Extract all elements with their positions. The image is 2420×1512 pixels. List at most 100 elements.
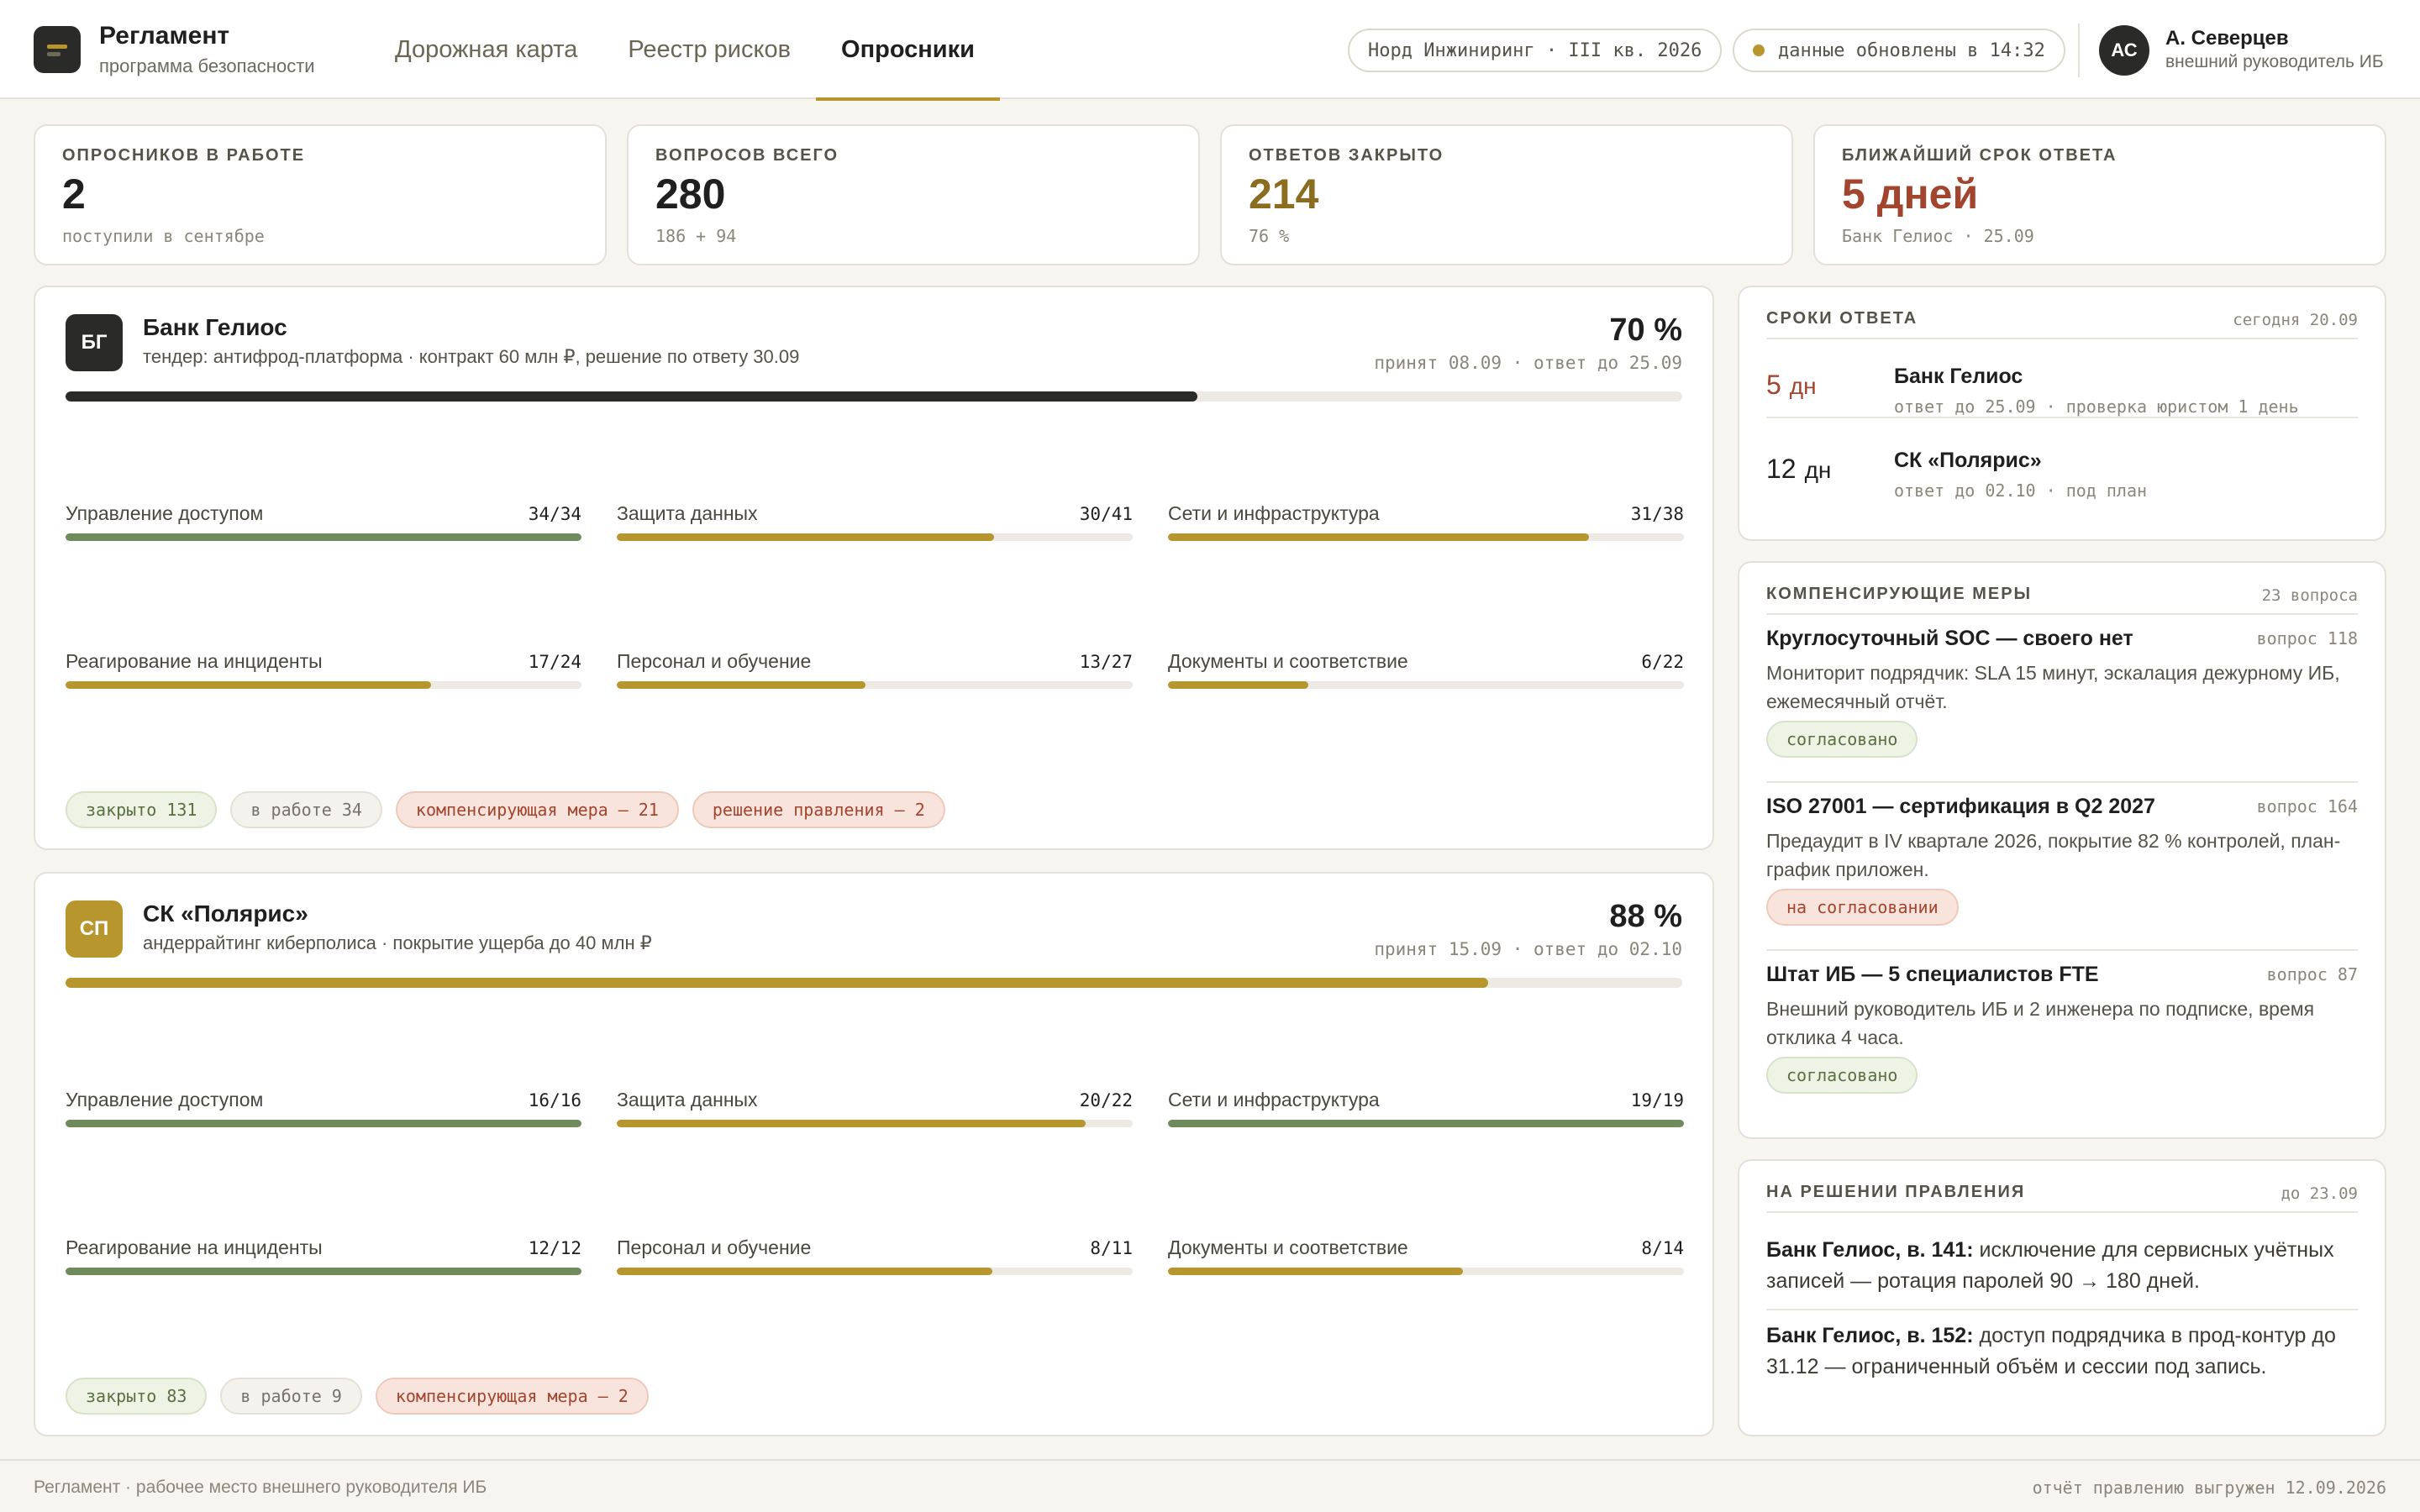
section-count: 13/27 [1079,652,1133,672]
measure-item[interactable]: ISO 27001 — сертификация в Q2 2027 вопро… [1766,795,2358,937]
section-data-protection[interactable]: Защита данных 20/22 [617,1089,1133,1127]
status-chip[interactable]: в работе 34 [230,791,382,828]
update-status-badge: данные обновлены в 14:32 [1733,29,2065,72]
section-count: 17/24 [528,652,581,672]
user-role: внешний руководитель ИБ [2165,52,2384,71]
deadline-row[interactable]: 5 дн Банк Гелиос ответ до 25.09 · проверк… [1766,351,2358,435]
section-name: Документы и соответствие [1168,650,1408,672]
section-count: 30/41 [1079,504,1133,524]
board-item-lead: Банк Гелиос, в. 141: [1766,1238,1974,1262]
section-documents-compliance[interactable]: Документы и соответствие 8/14 [1168,1236,1684,1275]
board-decisions-panel: НА РЕШЕНИИ ПРАВЛЕНИЯ до 23.09 Банк Гелио… [1738,1159,2386,1436]
deadline-days: 5 дн [1766,370,1817,401]
section-progress-bar [617,533,1133,541]
section-progress-fill [1168,681,1309,689]
section-name: Сети и инфраструктура [1168,1089,1380,1110]
org-name: Банк Гелиос [143,314,287,340]
section-name: Защита данных [617,502,758,524]
section-count: 31/38 [1630,504,1684,524]
org-dates: принят 08.09 · ответ до 25.09 [1374,353,1682,373]
kpi-value: 2 [62,171,86,218]
deadline-org: СК «Полярис» [1894,449,2042,472]
section-name: Персонал и обучение [617,650,812,672]
deadline-days: 12 дн [1766,454,1831,485]
kpi-label: ВОПРОСОВ ВСЕГО [655,146,839,165]
org-name: СК «Полярис» [143,900,308,927]
org-percent: 70 % [1609,312,1682,348]
measure-text: Внешний руководитель ИБ и 2 инженера по … [1766,998,2315,1048]
section-incident-response[interactable]: Реагирование на инциденты 12/12 [66,1236,581,1275]
section-progress-bar [66,1120,581,1127]
status-chip[interactable]: компенсирующая мера — 2 [375,1378,649,1415]
section-name: Реагирование на инциденты [66,1236,323,1258]
section-progress-fill [1168,533,1589,541]
org-dates: принят 15.09 · ответ до 02.10 [1374,939,1682,959]
measure-status-chip[interactable]: на согласовании [1766,889,1959,926]
questionnaire-card-polaris[interactable]: СП СК «Полярис» андеррайтинг киберполиса… [34,872,1714,1436]
board-item[interactable]: Банк Гелиос, в. 141: исключение для серв… [1766,1235,2358,1297]
board-item-lead: Банк Гелиос, в. 152: [1766,1324,1974,1347]
section-personnel-training[interactable]: Персонал и обучение 8/11 [617,1236,1133,1275]
section-progress-fill [66,1120,581,1127]
row-divider [1766,417,2358,418]
deadline-row[interactable]: 12 дн СК «Полярис» ответ до 02.10 · под п… [1766,435,2358,519]
section-name: Управление доступом [66,502,264,524]
panel-meta: сегодня 20.09 [2233,311,2358,329]
status-chip[interactable]: закрыто 131 [66,791,218,828]
measure-item[interactable]: Круглосуточный SOC — своего нет вопрос 1… [1766,627,2358,769]
measure-question: вопрос 118 [2256,628,2358,648]
footer-export-note: отчёт правлению выгружен 12.09.2026 [2032,1478,2386,1498]
measure-text: Мониторит подрядчик: SLA 15 минут, эскал… [1766,662,2340,712]
section-progress-bar [66,1268,581,1275]
measure-status-chip[interactable]: согласовано [1766,1057,1918,1094]
app-logo[interactable] [34,26,81,73]
tab-questionnaires[interactable]: Опросники [816,0,1000,101]
section-network-infra[interactable]: Сети и инфраструктура 19/19 [1168,1089,1684,1127]
tab-roadmap[interactable]: Дорожная карта [395,35,578,63]
status-chip[interactable]: компенсирующая мера — 21 [395,791,679,828]
deadline-days-unit: дн [1789,373,1817,399]
overall-progress-fill [66,391,1197,402]
section-documents-compliance[interactable]: Документы и соответствие 6/22 [1168,650,1684,689]
section-progress-bar [66,533,581,541]
measure-status-chip[interactable]: согласовано [1766,721,1918,758]
section-progress-bar [1168,681,1684,689]
user-avatar[interactable]: АС [2099,25,2149,76]
section-access-control[interactable]: Управление доступом 34/34 [66,502,581,541]
section-network-infra[interactable]: Сети и инфраструктура 31/38 [1168,502,1684,541]
section-name: Персонал и обучение [617,1236,812,1258]
section-progress-fill [66,1268,581,1275]
section-progress-bar [617,1120,1133,1127]
deadline-days-value: 12 [1766,454,1797,484]
company-period-badge[interactable]: Норд Инжиниринг · III кв. 2026 [1348,29,1723,72]
section-name: Управление доступом [66,1089,264,1110]
deadline-org: Банк Гелиос [1894,365,2023,388]
section-access-control[interactable]: Управление доступом 16/16 [66,1089,581,1127]
measure-title: ISO 27001 — сертификация в Q2 2027 [1766,795,2155,818]
section-data-protection[interactable]: Защита данных 30/41 [617,502,1133,541]
status-chips: закрыто 131 в работе 34 компенсирующая м… [66,791,945,828]
panel-title: КОМПЕНСИРУЮЩИЕ МЕРЫ [1766,585,2033,603]
section-count: 6/22 [1641,652,1684,672]
status-chip[interactable]: в работе 9 [220,1378,362,1415]
kpi-active-questionnaires: ОПРОСНИКОВ В РАБОТЕ 2 поступили в сентяб… [34,124,607,265]
panel-divider [1766,1211,2358,1213]
status-chip[interactable]: решение правления — 2 [692,791,945,828]
tab-risk-register[interactable]: Реестр рисков [628,35,792,63]
measure-text: Предаудит в IV квартале 2026, покрытие 8… [1766,830,2341,880]
section-personnel-training[interactable]: Персонал и обучение 13/27 [617,650,1133,689]
section-incident-response[interactable]: Реагирование на инциденты 17/24 [66,650,581,689]
status-chip[interactable]: закрыто 83 [66,1378,208,1415]
org-avatar: СП [66,900,123,958]
section-progress-fill [66,681,431,689]
measure-title: Круглосуточный SOC — своего нет [1766,627,2133,650]
row-divider [1766,949,2358,951]
panel-divider [1766,613,2358,615]
measure-question: вопрос 87 [2266,964,2358,984]
app-subtitle: программа безопасности [99,55,315,76]
measure-item[interactable]: Штат ИБ — 5 специалистов FTE вопрос 87 В… [1766,963,2358,1105]
questionnaire-card-helios[interactable]: БГ Банк Гелиос тендер: антифрод-платформ… [34,286,1714,850]
board-item[interactable]: Банк Гелиос, в. 152: доступ подрядчика в… [1766,1320,2358,1383]
kpi-note: поступили в сентябре [62,226,265,246]
overall-progress-bar [66,391,1682,402]
